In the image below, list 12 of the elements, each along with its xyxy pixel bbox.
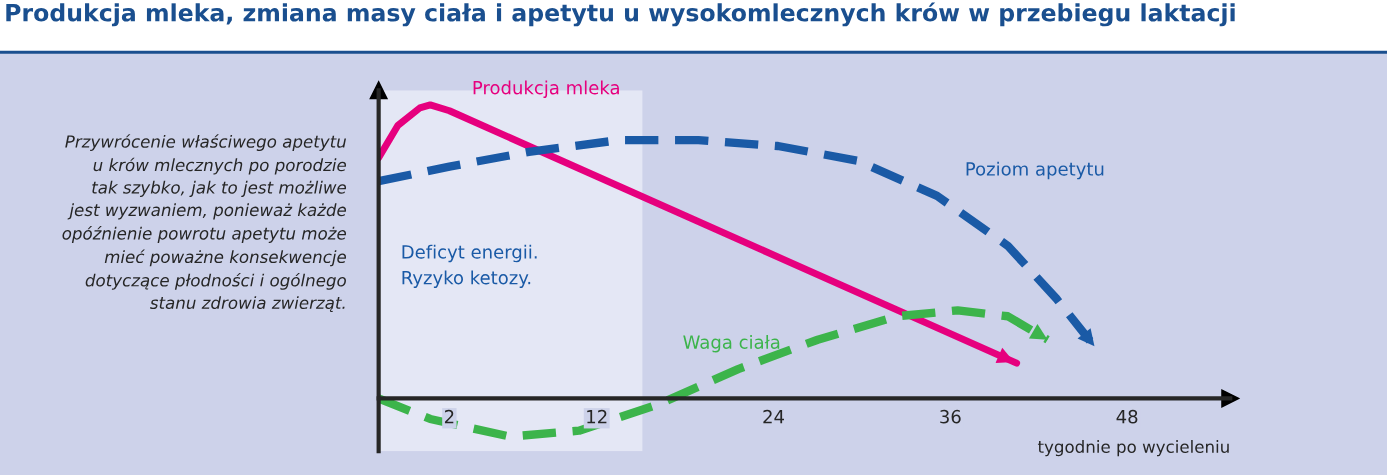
x-tick-label: 24	[763, 409, 784, 424]
x-tick-label: 2	[444, 409, 454, 424]
series-label: Poziom apetytu	[966, 161, 1104, 180]
x-tick-label: 48	[1116, 409, 1138, 424]
x-tick-label: 36	[940, 409, 961, 424]
series-label: Waga ciała	[683, 334, 780, 353]
x-tick-label: 12	[587, 409, 607, 424]
chart-title: Produkcja mleka, zmiana masy ciała i apetytu u wysokomlecznych krów w przebiegu laktacji	[6, 2, 1235, 27]
band-label: Deficyt energii. Ryzyko ketozy.	[402, 244, 537, 288]
series-label: Produkcja mleka	[473, 80, 619, 98]
x-axis-title: tygodnie po wycieleniu	[1037, 440, 1229, 457]
text: Przywrócenie właściwego apetytu u krów mlecznych po porodzie tak szybko, jak to jest możliwe jest wyzwaniem, ponieważ każde opóźnienie powrotu apetytu może mieć poważne konsekwencje dotyczące płodności i ogólnego stanu zdrowia zwierząt.	[62, 134, 347, 313]
